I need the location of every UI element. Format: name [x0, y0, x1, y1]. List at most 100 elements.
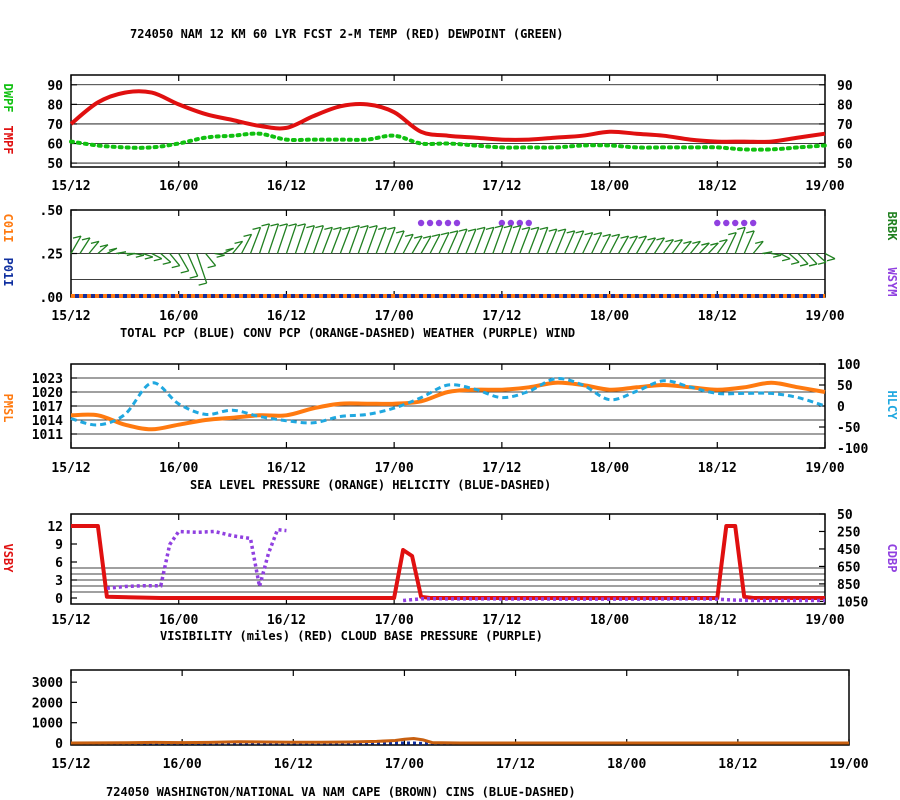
- wind-barb-flag: [656, 237, 665, 241]
- weather-symbol: [426, 219, 434, 227]
- wind-barb-flag: [440, 231, 450, 236]
- wind-barb: [438, 232, 450, 254]
- temperature-dewpoint-panel: 15/12 16/00 16/12 17/00 17/12 18/00 18/12 19/00…: [47, 74, 853, 194]
- wind-barb-flag: [126, 252, 136, 257]
- wind-barb: [698, 242, 710, 254]
- y-tick-label-right: 450: [837, 543, 861, 558]
- weather-symbol: [732, 219, 739, 227]
- wind-barb-flag: [261, 223, 270, 227]
- weather-symbol: [417, 219, 425, 227]
- wind-barb: [357, 225, 369, 254]
- wind-barb: [133, 252, 144, 256]
- wind-barb: [806, 253, 818, 265]
- x-tick-label: 17/12: [496, 757, 535, 772]
- wind-barb-flag: [135, 254, 144, 258]
- wind-barb: [205, 253, 217, 267]
- wind-barb-flag: [683, 240, 692, 244]
- wind-barb: [644, 237, 657, 254]
- wind-barb-flag: [710, 242, 719, 246]
- left-axis-label-tmpf: TMPF: [1, 126, 15, 155]
- wind-barb-flag: [270, 223, 279, 227]
- wind-barb-flag: [198, 282, 207, 286]
- y-tick-label-left: 1020: [32, 386, 63, 401]
- x-tick-label: 18/00: [607, 757, 646, 772]
- wind-barb: [546, 228, 558, 254]
- wind-barb-flag: [234, 240, 243, 244]
- wind-barb-flag: [611, 233, 620, 237]
- wind-barb-flag: [494, 225, 504, 229]
- wind-barb: [671, 239, 683, 254]
- y-tick-label-left: .25: [40, 248, 63, 263]
- wind-barb: [492, 225, 504, 254]
- left-axis-label-dwpf: DWPF: [1, 84, 15, 113]
- y-tick-label-left: 1023: [32, 372, 63, 387]
- y-tick-label-right: 100: [837, 358, 861, 373]
- y-tick-label-left: 0: [55, 737, 63, 752]
- wind-barb-flag: [99, 244, 109, 248]
- x-tick-label: 16/00: [159, 179, 198, 194]
- wind-barb: [734, 227, 746, 254]
- wind-barb: [456, 228, 468, 254]
- y-tick-label-right: 50: [837, 508, 853, 523]
- wind-barb-flag: [378, 226, 387, 231]
- wind-barb: [573, 230, 585, 254]
- x-tick-label: 17/12: [482, 179, 521, 194]
- wind-barb-flag: [467, 228, 477, 232]
- wind-barb: [339, 227, 351, 254]
- x-tick-label: 17/00: [375, 461, 414, 476]
- weather-symbol: [516, 219, 524, 227]
- y-tick-label-right: -50: [837, 421, 861, 436]
- wind-barb-flag: [826, 258, 836, 262]
- wind-barb-flag: [404, 233, 414, 237]
- wind-barb-flag: [422, 235, 432, 239]
- wind-barb: [617, 235, 630, 254]
- x-tick-label: 15/12: [51, 461, 90, 476]
- weather-symbol: [525, 219, 532, 227]
- wind-barb-flag: [566, 230, 575, 234]
- wind-barb: [70, 235, 82, 254]
- wind-barb: [285, 223, 298, 254]
- x-tick-label: 16/00: [159, 309, 198, 324]
- left-axis-label-vsby: VSBY: [1, 544, 15, 574]
- x-tick-label: 18/12: [698, 613, 737, 628]
- wind-barb-flag: [557, 228, 566, 232]
- wind-barb: [600, 234, 612, 254]
- left-axis-label-c01i: C01I: [1, 214, 15, 243]
- wind-barb: [779, 252, 791, 260]
- wind-barb-flag: [755, 240, 764, 244]
- wind-barb-flag: [90, 240, 100, 244]
- weather-symbol: [714, 219, 721, 227]
- panel-caption: SEA LEVEL PRESSURE (ORANGE) HELICITY (BL…: [190, 478, 551, 492]
- wind-barb-flag: [431, 233, 441, 237]
- x-tick-label: 16/12: [267, 179, 306, 194]
- wind-barb-flag: [602, 233, 611, 237]
- y-tick-label-left: 2000: [32, 696, 63, 711]
- wind-barb-flag: [790, 261, 800, 265]
- x-tick-label: 15/12: [51, 179, 90, 194]
- wind-barb: [743, 230, 755, 254]
- wind-barb-flag: [539, 226, 548, 231]
- wind-barb: [321, 227, 333, 254]
- left-axis-label-p01i: P01I: [1, 258, 15, 287]
- wind-barb-flag: [665, 238, 674, 243]
- right-axis-label-brbk: BRBK: [885, 212, 899, 242]
- wind-barb: [303, 225, 315, 254]
- wind-barb: [420, 235, 432, 254]
- wind-barb-flag: [72, 235, 82, 239]
- y-tick-label-left: 50: [47, 157, 63, 172]
- wind-barb: [483, 227, 495, 254]
- wind-barb-flag: [593, 231, 602, 236]
- weather-symbol: [749, 219, 757, 227]
- wind-barb: [402, 234, 414, 254]
- wind-barb-flag: [108, 247, 118, 251]
- x-tick-label: 16/00: [163, 757, 202, 772]
- wind-barb: [79, 237, 91, 254]
- wind-barb: [689, 240, 701, 254]
- y-tick-label-left: 1000: [32, 717, 63, 732]
- weather-symbol: [507, 219, 515, 227]
- wind-barb: [662, 239, 674, 254]
- wind-barb-flag: [153, 258, 162, 262]
- wind-barb-flag: [225, 247, 234, 251]
- wind-barb-flag: [315, 225, 324, 229]
- y-tick-label-right: 650: [837, 560, 861, 575]
